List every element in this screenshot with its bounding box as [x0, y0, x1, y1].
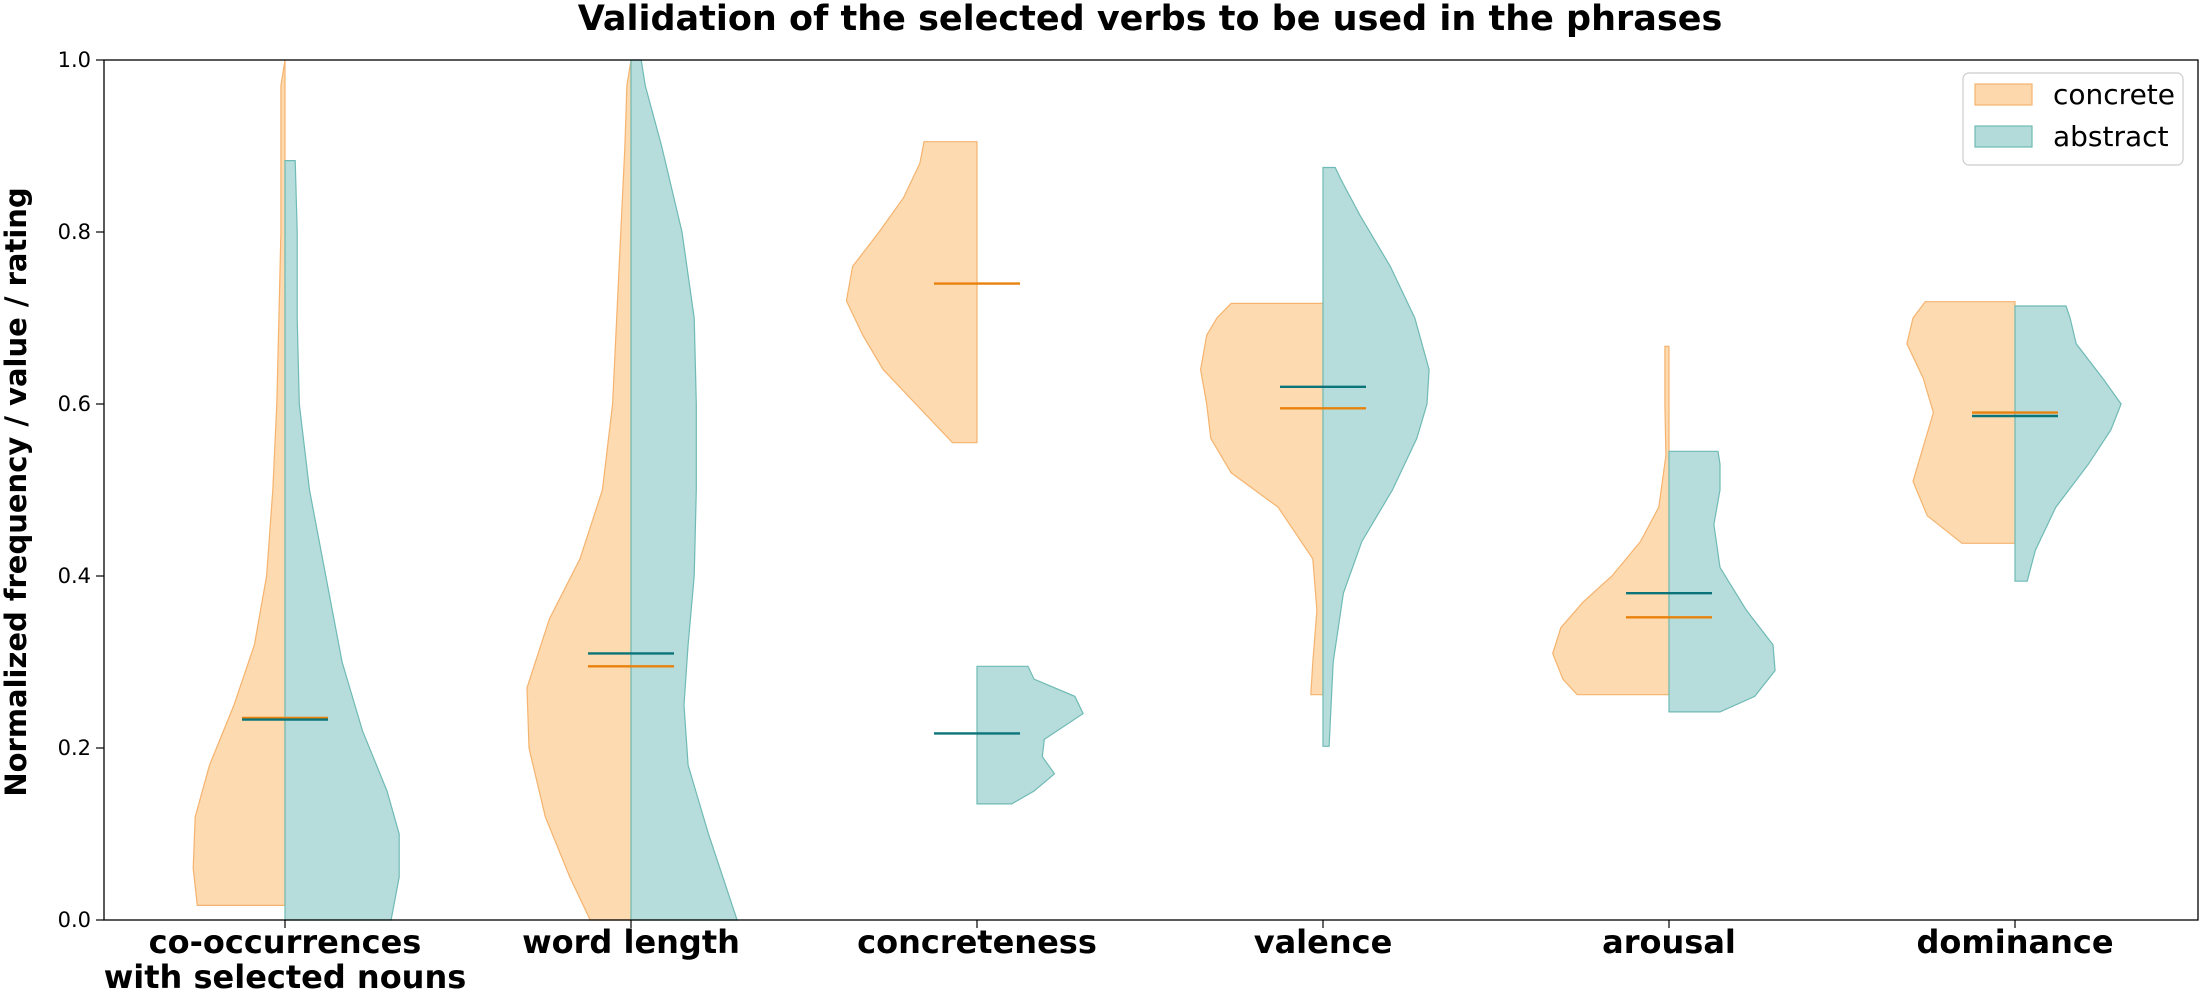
legend: concrete abstract [1962, 72, 2184, 166]
x-tick-label: dominance [1916, 923, 2113, 961]
violin-concrete-1 [526, 59, 632, 921]
violin-abstract-1 [630, 59, 738, 921]
y-tick-label: 0.6 [58, 392, 91, 416]
violin-concrete-0 [192, 59, 286, 906]
violin-concrete-5 [1906, 301, 2016, 544]
violin-abstract-5 [2014, 305, 2122, 582]
violin-abstract-2 [976, 665, 1084, 805]
y-tick-label: 0.4 [58, 564, 91, 588]
violin-concrete-4 [1552, 345, 1670, 696]
legend-swatch-concrete [1974, 83, 2033, 106]
violin-concrete-3 [1199, 302, 1324, 696]
x-tick-label: concreteness [857, 923, 1097, 961]
y-tick-label: 0.8 [58, 220, 91, 244]
x-tick-label: co-occurrences [149, 923, 422, 961]
x-tick-label: arousal [1602, 923, 1736, 961]
violin-abstract-0 [284, 160, 400, 921]
y-tick-label: 1.0 [58, 48, 91, 72]
x-tick-label: with selected nouns [104, 958, 467, 996]
y-tick-label: 0.2 [58, 736, 91, 760]
x-tick-label: word length [522, 923, 740, 961]
violin-concrete-2 [845, 141, 978, 444]
y-tick-label: 0.0 [58, 908, 91, 932]
y-axis-ticks: 0.0 0.2 0.4 0.6 0.8 1.0 [58, 48, 104, 932]
legend-label-abstract: abstract [2053, 120, 2169, 153]
legend-swatch-abstract [1974, 125, 2033, 148]
x-tick-label: valence [1254, 923, 1393, 961]
violin-abstract-4 [1668, 450, 1776, 713]
legend-label-concrete: concrete [2053, 78, 2175, 111]
violin-abstract-3 [1322, 166, 1430, 747]
y-axis-label: Normalized frequency / value / rating [0, 187, 33, 796]
plot-frame [103, 59, 2199, 921]
means-layer [242, 282, 2058, 735]
violins-layer [192, 59, 2122, 921]
chart-title: Validation of the selected verbs to be u… [578, 0, 1723, 39]
